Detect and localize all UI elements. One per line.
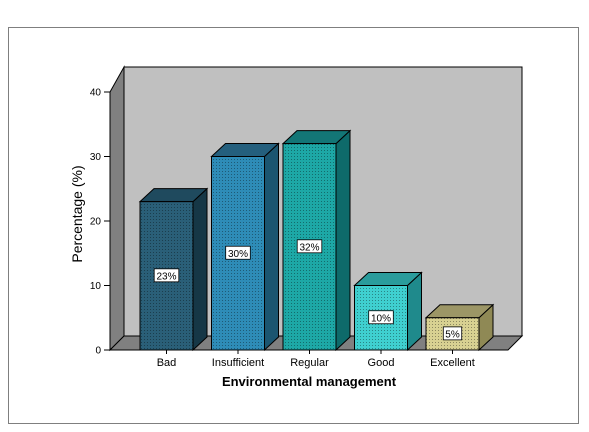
x-tick-label: Insufficient bbox=[212, 357, 264, 369]
data-label: 23% bbox=[156, 271, 176, 282]
data-label-box bbox=[442, 326, 463, 341]
x-axis-title: Environmental management bbox=[222, 374, 397, 389]
data-label-box bbox=[225, 245, 251, 260]
bar-side bbox=[335, 129, 351, 352]
data-label-box bbox=[368, 310, 394, 325]
y-tick-label: 30 bbox=[90, 152, 102, 163]
y-tick-label: 10 bbox=[90, 281, 102, 292]
bar-insufficient: 30% bbox=[210, 142, 280, 352]
data-label: 30% bbox=[228, 249, 248, 260]
data-label: 10% bbox=[371, 313, 391, 324]
x-tick-label: Bad bbox=[157, 357, 177, 369]
data-label-box bbox=[153, 268, 180, 283]
y-axis-title: Percentage (%) bbox=[69, 165, 85, 262]
data-label: 5% bbox=[445, 329, 460, 340]
bar-bad: 23% bbox=[138, 187, 209, 352]
x-tick-label: Good bbox=[368, 357, 395, 369]
y-axis-ticks: 0 10 20 30 40 bbox=[90, 88, 111, 357]
bar-side bbox=[264, 142, 279, 352]
x-axis-tick-labels: Bad Insufficient Regular Good Excellent bbox=[157, 350, 475, 369]
bar-side bbox=[192, 187, 208, 352]
bar-regular: 32% bbox=[281, 129, 352, 352]
x-tick-label: Regular bbox=[290, 357, 329, 369]
bar-good: 10% bbox=[353, 271, 423, 352]
data-label: 32% bbox=[299, 242, 319, 253]
y-tick-label: 40 bbox=[90, 88, 102, 99]
y-tick-label: 0 bbox=[95, 346, 101, 357]
x-tick-label: Excellent bbox=[430, 357, 475, 369]
y-tick-label: 20 bbox=[90, 217, 102, 228]
data-label-box bbox=[296, 239, 323, 254]
bar-excellent: 5% bbox=[424, 303, 495, 352]
bars: 23% 30% 32% 10% 5% bbox=[138, 129, 495, 352]
chart-left-wall bbox=[109, 65, 125, 352]
